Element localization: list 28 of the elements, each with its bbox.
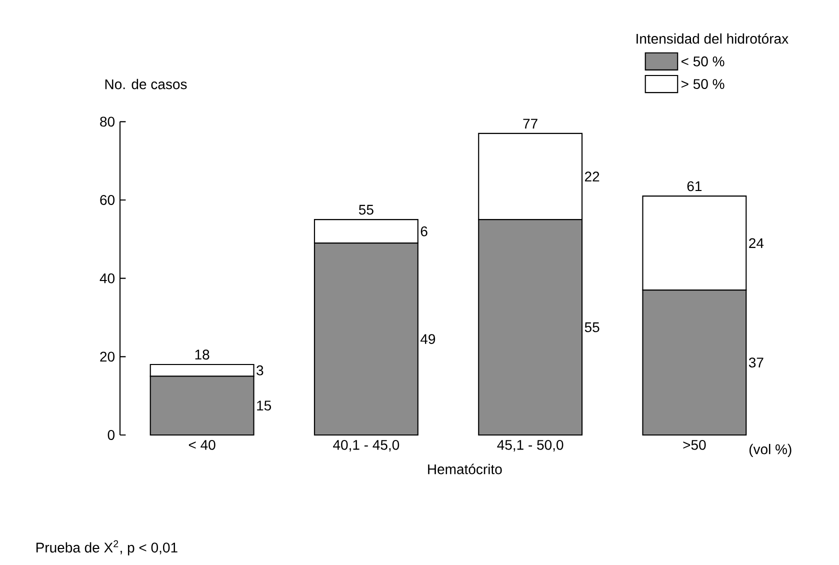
data-label: 15 <box>257 400 272 411</box>
data-label: 49 <box>420 334 436 344</box>
data-label: 37 <box>748 358 764 368</box>
data-label: 22 <box>584 172 600 182</box>
legend-label: > 50 % <box>682 79 724 89</box>
y-tick-label: 20 <box>100 352 115 362</box>
x-tick-label: < 40 <box>188 440 216 450</box>
y-tick-label: 60 <box>100 195 115 205</box>
data-label: 3 <box>256 365 264 376</box>
data-label: 6 <box>420 226 428 236</box>
total-label: 55 <box>358 204 374 215</box>
legend-title: Intensidad del hidrotórax <box>636 33 788 44</box>
text: Prueba de X$^{2}$, p < 0,01 <box>36 540 178 556</box>
x-tick-label: 40,1 - 45,0 <box>333 440 400 452</box>
legend-label: < 50 % <box>682 56 724 66</box>
y-axis-title: No. de casos <box>105 78 187 90</box>
total-label: 18 <box>195 350 210 360</box>
data-label: 55 <box>584 322 600 332</box>
text: (vol %) <box>749 444 792 457</box>
x-tick-label: 45,1 - 50,0 <box>497 440 564 452</box>
x-tick-label: >50 <box>683 440 706 450</box>
y-tick-label: 0 <box>108 430 115 440</box>
total-label: 77 <box>523 118 538 128</box>
x-axis-title: Hematócrito <box>428 464 502 474</box>
y-tick-label: 80 <box>100 116 115 127</box>
total-label: 61 <box>687 181 702 192</box>
y-tick-label: 40 <box>100 273 115 284</box>
data-label: 24 <box>749 238 764 248</box>
